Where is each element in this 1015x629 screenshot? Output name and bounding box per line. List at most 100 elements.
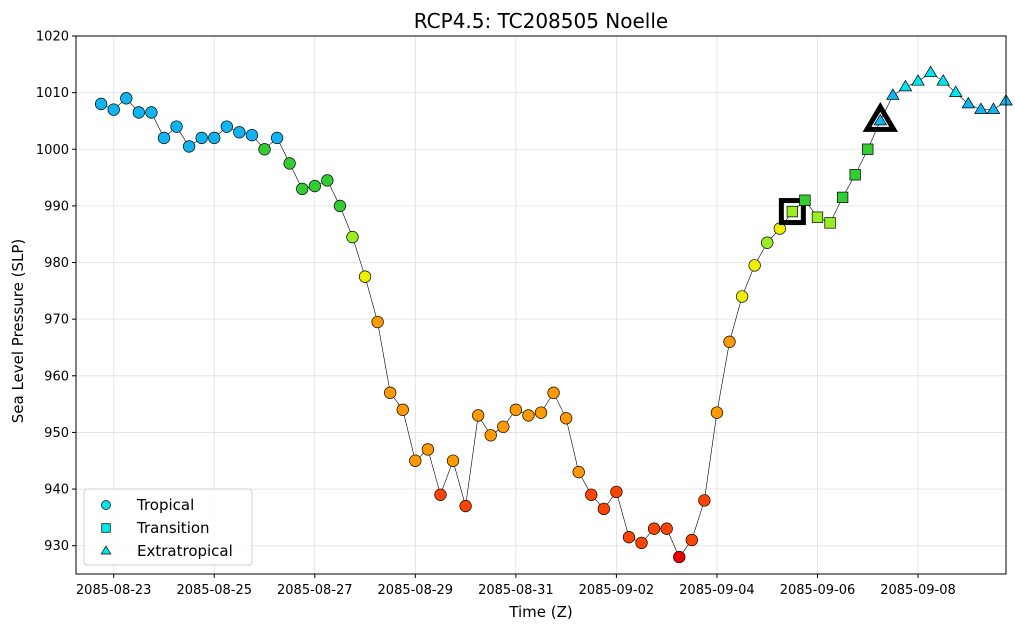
- tropical-point: [270, 131, 284, 145]
- tropical-point: [559, 412, 573, 425]
- y-tick-label: 1020: [36, 30, 69, 45]
- tropical-point: [472, 409, 485, 422]
- x-axis-label: Time (Z): [508, 603, 572, 621]
- tropical-point: [522, 409, 535, 422]
- legend-circle-marker: [101, 500, 111, 510]
- tropical-point: [534, 406, 548, 419]
- grid: [76, 35, 1006, 574]
- tropical-point: [308, 179, 321, 193]
- axis-ticks: 930 940 950 960 970 980 990 1000 1010 1020 2085-08…: [36, 30, 956, 599]
- tropical-point: [723, 335, 736, 348]
- tropical-point: [761, 236, 774, 249]
- x-tick-label: 2085-08-29: [378, 583, 454, 598]
- tropical-point: [748, 259, 761, 272]
- legend-box: [83, 488, 253, 566]
- legend-square-marker: [101, 523, 111, 533]
- legend-triangle-marker: [100, 545, 112, 555]
- tropical-point: [434, 488, 447, 501]
- transition-point: [824, 217, 836, 229]
- legend-label: Extratropical: [137, 542, 233, 560]
- data-points: [94, 65, 1013, 564]
- tropical-point: [182, 140, 196, 153]
- transition-point: [811, 211, 824, 223]
- tropical-point: [346, 230, 359, 244]
- tropical-point: [597, 502, 610, 516]
- y-tick-label: 1010: [36, 86, 69, 101]
- tropical-point: [497, 420, 510, 433]
- y-tick-label: 980: [44, 256, 69, 271]
- y-tick-label: 950: [44, 426, 69, 441]
- extratropical-point: [974, 102, 988, 114]
- tropical-point: [509, 403, 523, 416]
- tropical-point: [195, 131, 208, 145]
- tropical-point: [233, 126, 246, 139]
- tropical-point: [572, 465, 585, 479]
- tropical-point: [421, 443, 435, 456]
- tropical-point: [94, 97, 108, 111]
- tropical-point: [371, 315, 384, 329]
- tropical-point: [660, 522, 673, 535]
- x-tick-label: 2085-08-27: [277, 583, 353, 598]
- tropical-point: [283, 157, 296, 170]
- extratropical-point: [986, 102, 1001, 114]
- y-axis-label: Sea Level Pressure (SLP): [9, 239, 27, 424]
- tropical-point: [333, 199, 347, 213]
- extratropical-point: [911, 74, 925, 86]
- highlight-marker: [862, 102, 899, 132]
- tropical-point: [321, 174, 334, 187]
- transition-point: [849, 169, 861, 181]
- tropical-point: [585, 488, 598, 501]
- tropical-point: [622, 531, 636, 544]
- highlight-marker: [778, 198, 806, 226]
- legend: Tropical Transition Extratropical: [83, 488, 253, 566]
- extratropical-point: [886, 88, 900, 100]
- tropical-point: [484, 429, 497, 442]
- extratropical-point: [873, 113, 888, 126]
- extratropical-point: [961, 96, 976, 109]
- legend-label: Transition: [136, 519, 210, 537]
- tropical-point: [132, 106, 145, 119]
- tropical-point: [635, 536, 648, 550]
- tropical-point: [409, 454, 422, 467]
- tropical-point: [610, 485, 623, 499]
- x-tick-label: 2085-09-04: [679, 583, 755, 598]
- tropical-point: [208, 131, 221, 145]
- tropical-point: [735, 290, 749, 303]
- y-tick-label: 970: [44, 313, 69, 328]
- y-tick-label: 940: [44, 483, 69, 498]
- transition-point: [836, 191, 849, 204]
- tropical-point: [107, 103, 120, 116]
- tropical-point: [698, 494, 711, 507]
- extratropical-point: [923, 65, 938, 78]
- transition-point: [786, 205, 799, 218]
- tropical-point: [170, 120, 183, 133]
- tropical-point: [296, 182, 309, 196]
- y-tick-label: 1000: [36, 143, 69, 158]
- x-tick-label: 2085-08-25: [176, 583, 252, 598]
- tropical-point: [446, 454, 460, 467]
- x-tick-label: 2085-09-06: [780, 583, 856, 598]
- transition-point: [862, 143, 874, 155]
- tropical-point: [647, 522, 661, 535]
- tropical-point: [358, 270, 372, 283]
- legend-label: Tropical: [136, 496, 194, 514]
- transition-point: [799, 194, 811, 206]
- chart-title: RCP4.5: TC208505 Noelle: [414, 9, 668, 33]
- tropical-point: [710, 406, 724, 419]
- x-tick-label: 2085-09-08: [880, 583, 956, 598]
- tropical-point: [120, 92, 133, 105]
- plot-frame: [75, 35, 1007, 575]
- tropical-point: [245, 128, 259, 142]
- tropical-point: [396, 403, 409, 416]
- x-tick-label: 2085-08-23: [76, 583, 152, 598]
- tropical-point: [459, 499, 472, 513]
- tropical-point: [258, 143, 271, 156]
- tropical-point: [685, 533, 698, 547]
- tropical-point: [220, 120, 233, 133]
- x-tick-label: 2085-09-02: [579, 583, 655, 598]
- y-tick-label: 960: [44, 369, 69, 384]
- y-tick-label: 990: [44, 199, 69, 214]
- tropical-point: [145, 106, 158, 119]
- extratropical-point: [898, 79, 913, 92]
- tropical-point: [673, 550, 686, 564]
